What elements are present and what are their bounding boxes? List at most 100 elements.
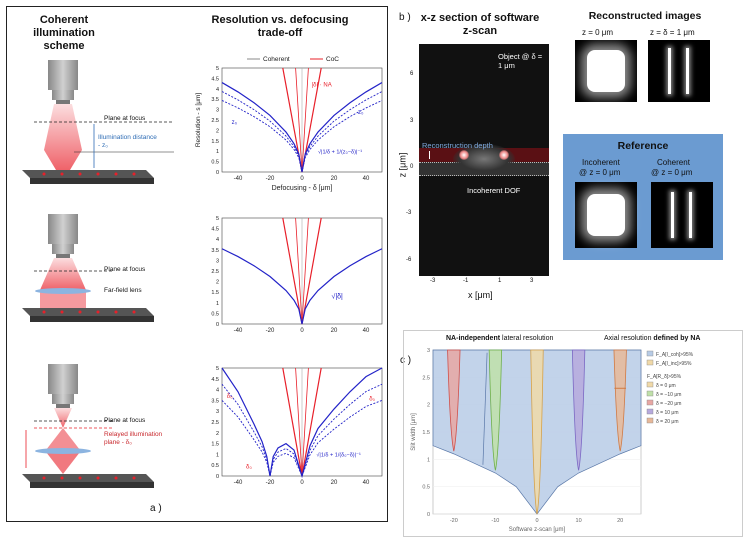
recon-image-z1 bbox=[648, 40, 710, 102]
far-field-lens bbox=[35, 288, 91, 294]
ytick-7: 3.5 bbox=[211, 248, 219, 254]
ytick-1: 0.5 bbox=[422, 485, 430, 491]
ytick-5: 2.5 bbox=[211, 118, 219, 124]
ytick-0: 0 bbox=[216, 322, 219, 328]
chart-resolution-row2: 0 0.5 1 1.5 2 2.5 3 3.5 4 4.5 5 -40 -20 0 20 40 √|δ| bbox=[211, 216, 383, 334]
ytick-0: 0 bbox=[216, 474, 219, 480]
recon-z1-label: z = δ = 1 μm bbox=[650, 28, 695, 37]
ref-incoherent-at: @ z = 0 μm bbox=[579, 168, 621, 177]
xz-title: x-z section of software z-scan bbox=[420, 12, 540, 37]
xtick-2: 0 bbox=[535, 518, 538, 524]
ytick-7: 3.5 bbox=[211, 97, 219, 103]
xtick-1: -20 bbox=[266, 480, 275, 486]
annotation-sqrt: √|δ| bbox=[332, 293, 344, 301]
ytick-6: 3 bbox=[216, 258, 219, 264]
ref-image-coherent bbox=[651, 182, 713, 248]
scheme-row3 bbox=[22, 364, 154, 488]
ytick-7: 3.5 bbox=[211, 398, 219, 404]
annotation-formula: √|1/δ + 1/(z₀−δ)|⁻¹ bbox=[318, 148, 362, 155]
xz-xlabel: x [μm] bbox=[468, 290, 493, 300]
ref-coherent: Coherent bbox=[657, 158, 690, 167]
series-dashed-0 bbox=[221, 383, 383, 478]
ytick-1: 0.5 bbox=[211, 311, 219, 317]
ytick-1: 0.5 bbox=[211, 160, 219, 166]
series-dashed-0 bbox=[221, 91, 383, 173]
legend-item-1: F_A[I_inc]>95% bbox=[656, 361, 692, 367]
panel-c-frame bbox=[403, 330, 743, 537]
series-dashed-1 bbox=[221, 399, 383, 478]
xtick-1: -20 bbox=[266, 176, 275, 182]
recon-depth-label: Reconstruction depth bbox=[422, 141, 493, 150]
legend-swatch-3 bbox=[646, 381, 654, 388]
area-delta-4 bbox=[613, 349, 627, 452]
ytick-9: 4.5 bbox=[211, 227, 219, 233]
area-delta-1 bbox=[488, 349, 503, 471]
legend-swatch-4 bbox=[646, 390, 654, 397]
xtick-0: -40 bbox=[234, 176, 243, 182]
recon-image-z0 bbox=[575, 40, 637, 102]
ytick-0: 0 bbox=[427, 512, 430, 518]
series-dashed-1 bbox=[221, 100, 383, 173]
ylabel: Slit width [μm] bbox=[411, 413, 417, 451]
xtick-3: 3 bbox=[530, 278, 534, 284]
scheme-row2 bbox=[22, 214, 154, 322]
legend-swatch-7 bbox=[646, 417, 654, 424]
sample-slide bbox=[22, 170, 154, 178]
area-delta-2 bbox=[447, 349, 461, 452]
xtick-m1: -1 bbox=[463, 278, 469, 284]
legend-item-3: δ = 0 μm bbox=[656, 383, 676, 389]
xtick-4: 40 bbox=[363, 176, 370, 182]
chart-resolution-row3: 0 0.5 1 1.5 2 2.5 3 3.5 4 4.5 5 -40 -20 0 20 40 δ₀ δ₀ δ₀ √|… bbox=[211, 366, 383, 486]
chart-resolution-row1: 0 0.5 1 1.5 2 2.5 3 3.5 4 4.5 5 -40 -20 0 20 40 Coherent… bbox=[195, 56, 383, 192]
annotation-coc: |δ| · NA bbox=[312, 83, 332, 89]
ytick-0: 0 bbox=[410, 164, 414, 170]
ytick-4: 2 bbox=[216, 431, 219, 437]
objective-body bbox=[48, 60, 78, 90]
legend-swatch-1 bbox=[646, 359, 654, 366]
ytick-3: 1.5 bbox=[211, 290, 219, 296]
xtick-3: 10 bbox=[576, 518, 582, 524]
legend-item-0: F_A[I_coh]>95% bbox=[656, 352, 694, 358]
annotation-z0-right: z₀ bbox=[358, 110, 364, 116]
ytick-10: 5 bbox=[216, 216, 219, 222]
recon-z0-label: z = 0 μm bbox=[582, 28, 614, 37]
row3-plane-focus: Plane at focus bbox=[104, 417, 146, 424]
row1-plane-focus: Plane at focus bbox=[104, 115, 146, 122]
scheme-row1 bbox=[22, 60, 174, 184]
xtick-2: 0 bbox=[300, 328, 304, 334]
xz-section-image bbox=[419, 44, 549, 276]
legend-item-5: δ = −20 μm bbox=[656, 401, 681, 407]
xtick-1: -10 bbox=[491, 518, 499, 524]
legend-swatch-6 bbox=[646, 408, 654, 415]
panel-a-label: a ) bbox=[150, 503, 162, 514]
ylabel: Resolution - s [μm] bbox=[195, 93, 202, 148]
line-lateral bbox=[482, 352, 488, 465]
ytick-3: 3 bbox=[410, 118, 414, 124]
ytick-6: 6 bbox=[410, 71, 414, 77]
col2-title: Resolution vs. defocusing trade-off bbox=[211, 14, 349, 39]
xtick-4: 40 bbox=[363, 480, 370, 486]
ytick-9: 4.5 bbox=[211, 76, 219, 82]
xtick-2: 0 bbox=[300, 480, 304, 486]
xtick-0: -20 bbox=[450, 518, 458, 524]
col1-title: Coherent illumination scheme bbox=[33, 14, 95, 52]
ytick-0: 0 bbox=[216, 170, 219, 176]
annotation-delta0-right: δ₀ bbox=[369, 396, 375, 402]
ytick-2: 1 bbox=[427, 457, 430, 463]
ytick-2: 1 bbox=[216, 149, 219, 155]
xtick-0: -40 bbox=[234, 480, 243, 486]
xtick-2: 0 bbox=[300, 176, 304, 182]
ytick-5: 2.5 bbox=[211, 269, 219, 275]
ytick-6: 3 bbox=[427, 348, 430, 354]
legend-swatch-0 bbox=[646, 350, 654, 357]
legend-swatch-5 bbox=[646, 399, 654, 406]
chart-slit-width: 0 0.5 1 1.5 2 2.5 3 -20 -10 0 10 20 Software z-scan … bbox=[411, 348, 694, 533]
xtick-3: 20 bbox=[331, 328, 338, 334]
panel-c-label: c ) bbox=[400, 355, 412, 366]
ytick-4: 2 bbox=[216, 128, 219, 134]
ytick-2: 1 bbox=[216, 301, 219, 307]
incoherent-dof-label: Incoherent DOF bbox=[467, 186, 521, 195]
ytick-1: 0.5 bbox=[211, 463, 219, 469]
legend-item-4: δ = −10 μm bbox=[656, 392, 681, 398]
xtick-m3: -3 bbox=[430, 278, 436, 284]
